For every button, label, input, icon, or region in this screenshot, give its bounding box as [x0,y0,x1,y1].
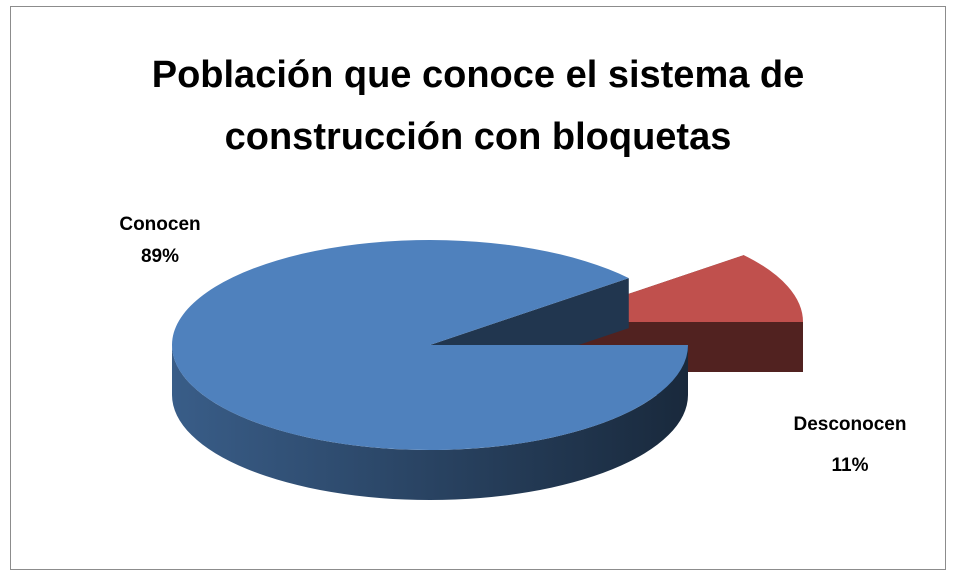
chart-frame [10,6,946,570]
slice-value-label: 11% [832,455,869,476]
chart-title: Población que conoce el sistema de const… [151,54,805,158]
slice-label: Conocen [119,214,200,235]
slice-value-label: 89% [141,246,179,267]
slice-label: Desconocen [794,414,907,435]
pie-slice [172,240,689,451]
slice-side [172,345,688,500]
